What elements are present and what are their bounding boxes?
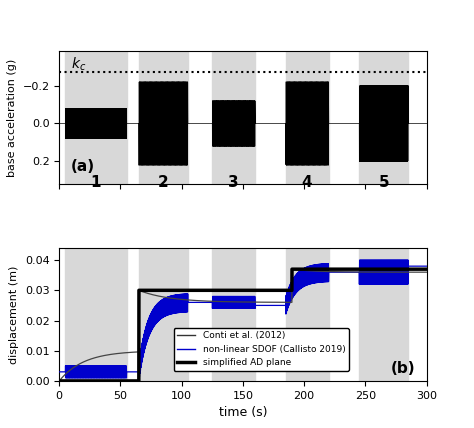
Text: (b): (b) [391, 361, 416, 376]
Y-axis label: displacement (m): displacement (m) [9, 265, 19, 364]
Bar [65, 248, 127, 381]
Legend: Conti et al. (2012), non-linear SDOF (Callisto 2019), simplified AD plane: Conti et al. (2012), non-linear SDOF (Ca… [173, 328, 349, 371]
Bar [212, 51, 255, 184]
Bar [359, 248, 408, 381]
Text: 4: 4 [301, 175, 312, 190]
Text: 2: 2 [158, 175, 169, 190]
Bar [139, 51, 188, 184]
Bar [359, 51, 408, 184]
Text: 5: 5 [378, 175, 389, 190]
Bar [286, 248, 328, 381]
Y-axis label: base acceleration (g): base acceleration (g) [7, 59, 17, 177]
Bar [139, 248, 188, 381]
X-axis label: time (s): time (s) [219, 406, 267, 419]
Bar [286, 51, 328, 184]
Text: (a): (a) [70, 159, 94, 174]
Bar [65, 51, 127, 184]
Text: 3: 3 [228, 175, 238, 190]
Bar [212, 248, 255, 381]
Text: $k_c$: $k_c$ [72, 56, 87, 73]
Text: 1: 1 [91, 175, 101, 190]
